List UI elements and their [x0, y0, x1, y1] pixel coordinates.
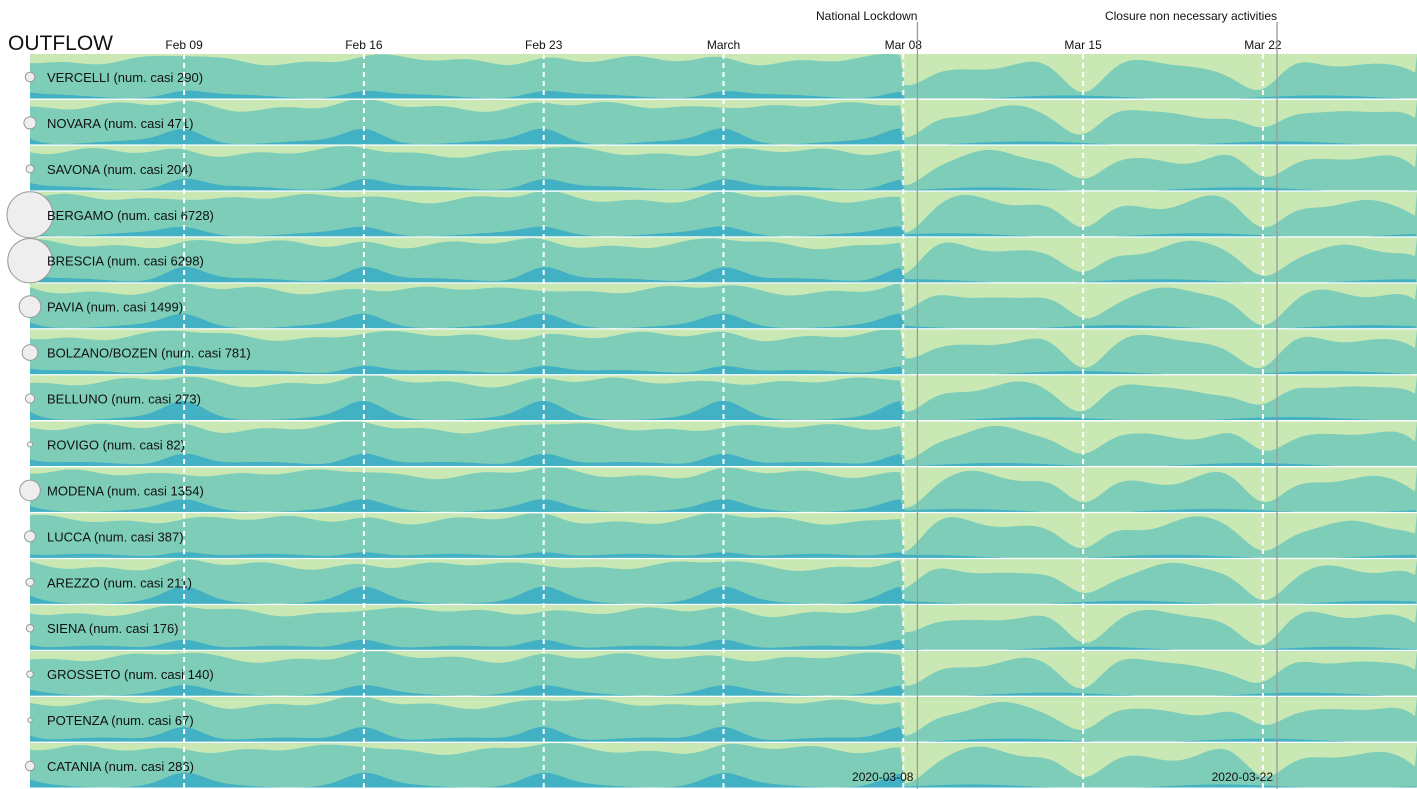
x-tick-label: Feb 23: [525, 38, 563, 52]
row-label: SAVONA (num. casi 204): [47, 162, 193, 177]
row-label: BOLZANO/BOZEN (num. casi 781): [47, 346, 251, 361]
row-high-flow: [30, 639, 1417, 650]
cases-circle: [25, 623, 35, 633]
row-high-flow: [30, 685, 1417, 696]
event-label: Closure non necessary activities: [1105, 9, 1277, 23]
x-tick-label: Feb 09: [165, 38, 203, 52]
row-low-flow: [30, 283, 1417, 326]
row-label: BELLUNO (num. casi 273): [47, 392, 201, 407]
row-label: SIENA (num. casi 176): [47, 621, 179, 636]
cases-circle: [26, 441, 34, 448]
row-label: BRESCIA (num. casi 6298): [47, 254, 204, 269]
x-tick-label: Mar 08: [885, 38, 923, 52]
cases-circle: [27, 717, 33, 723]
x-tick-label: March: [707, 38, 740, 52]
cases-circle: [23, 116, 37, 130]
row-low-flow: [30, 237, 1417, 276]
row-high-flow: [30, 313, 1417, 329]
row-label: ROVIGO (num. casi 82): [47, 437, 185, 452]
row-low-flow: [30, 329, 1417, 369]
cases-circle: [23, 530, 37, 543]
row-high-flow: [30, 400, 1417, 420]
row-label: MODENA (num. casi 1354): [47, 483, 204, 498]
row-low-flow: [30, 467, 1417, 509]
row-high-flow: [30, 552, 1417, 558]
row-label: CATANIA (num. casi 286): [47, 759, 194, 774]
x-tick-label: Mar 22: [1244, 38, 1282, 52]
row-label: AREZZO (num. casi 211): [47, 575, 192, 590]
row-label: PAVIA (num. casi 1499): [47, 300, 183, 315]
row-label: GROSSETO (num. casi 140): [47, 667, 214, 682]
x-tick-label: Feb 16: [345, 38, 383, 52]
event-label: National Lockdown: [816, 9, 917, 23]
row-low-flow: [30, 99, 1417, 138]
row-low-flow: [30, 743, 1417, 784]
row-label: VERCELLI (num. casi 290): [47, 70, 203, 85]
rows: VERCELLI (num. casi 290) NOVARA (num. cas…: [6, 54, 1417, 788]
row-low-flow: [30, 191, 1417, 233]
x-tick-label: Mar 15: [1064, 38, 1102, 52]
event-date: 2020-03-08: [852, 770, 914, 784]
cases-circle: [19, 479, 41, 502]
row-low-flow: [30, 145, 1417, 186]
row-low-flow: [30, 375, 1417, 412]
row-high-flow: [30, 726, 1417, 742]
row-low-flow: [30, 513, 1417, 552]
cases-circle: [24, 71, 36, 83]
row-low-flow: [30, 559, 1417, 601]
cases-circle: [24, 393, 36, 404]
cases-circle: [18, 295, 42, 319]
cases-circle: [26, 670, 34, 678]
overlay: Feb 09 Feb 16 Feb 23 March Mar 08 Mar 15 Mar 2…: [165, 9, 1282, 789]
row-label: NOVARA (num. casi 471): [47, 116, 193, 131]
cases-circle: [21, 344, 39, 361]
row-label: POTENZA (num. casi 67): [47, 713, 194, 728]
chart-title: OUTFLOW: [8, 32, 113, 55]
row-label: LUCCA (num. casi 387): [47, 529, 184, 544]
row-label: BERGAMO (num. casi 6728): [47, 208, 214, 223]
row-low-flow: [30, 605, 1417, 646]
event-date: 2020-03-22: [1212, 770, 1274, 784]
row-low-flow: [30, 651, 1417, 689]
row-low-flow: [30, 54, 1417, 93]
cases-circle: [25, 164, 35, 174]
row-high-flow: [30, 772, 1417, 788]
cases-circle: [24, 760, 36, 772]
row-low-flow: [30, 421, 1417, 461]
row-high-flow: [30, 226, 1417, 237]
cases-circle: [25, 577, 35, 587]
row-low-flow: [30, 697, 1417, 736]
cases-circle: [7, 237, 53, 284]
